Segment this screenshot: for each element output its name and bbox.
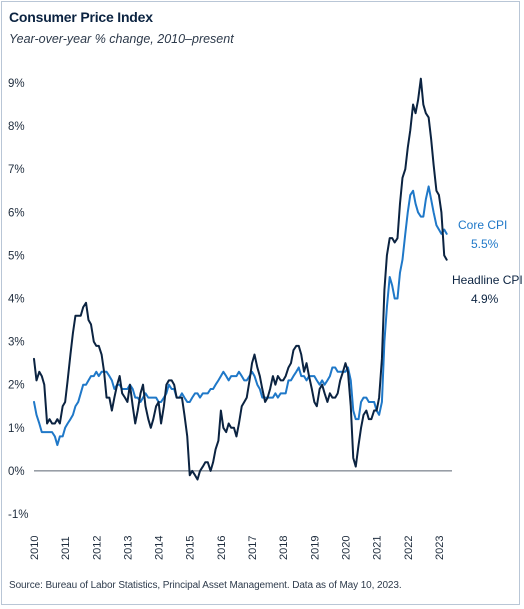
core-cpi-last-value: 5.5%	[471, 237, 499, 251]
x-tick-label: 2023	[434, 536, 446, 560]
x-tick-label: 2018	[278, 536, 290, 560]
x-tick-label: 2011	[60, 536, 72, 560]
series-lines	[33, 77, 448, 481]
core-cpi-line	[33, 185, 448, 447]
core-cpi-series-name: Core CPI	[458, 218, 507, 232]
x-tick-label: 2021	[372, 536, 384, 560]
headline-cpi-series-name: Headline CPI	[452, 273, 523, 287]
x-tick-label: 2017	[247, 536, 259, 560]
x-tick-label: 2019	[309, 536, 321, 560]
x-axis: 2010 2011 2012 2013 2014 2015 2016 2017 2018 2019…	[29, 536, 446, 560]
headline-cpi-last-value: 4.9%	[471, 292, 499, 306]
source-note: Source: Bureau of Labor Statistics, Prin…	[9, 580, 402, 591]
chart-subtitle: Year-over-year % change, 2010–present	[9, 32, 234, 46]
y-tick-label: 1%	[8, 423, 25, 435]
x-tick-label: 2016	[216, 536, 228, 560]
y-tick-label: 9%	[8, 78, 25, 90]
x-tick-label: 2022	[403, 536, 415, 560]
chart-title: Consumer Price Index	[9, 9, 153, 25]
y-tick-label: 6%	[8, 207, 25, 219]
x-tick-label: 2012	[91, 536, 103, 560]
headline-cpi-line	[33, 77, 448, 481]
x-tick-label: 2015	[185, 536, 197, 560]
y-tick-label: 8%	[8, 121, 25, 133]
x-tick-label: 2013	[122, 536, 134, 560]
y-tick-label: 0%	[8, 466, 25, 478]
y-tick-label: 3%	[8, 337, 25, 349]
x-tick-label: 2014	[154, 536, 166, 560]
x-tick-label: 2010	[29, 536, 41, 560]
y-tick-label: 4%	[8, 294, 25, 306]
x-tick-label: 2020	[340, 536, 352, 560]
y-tick-label: 7%	[8, 164, 25, 176]
y-tick-label: 2%	[8, 380, 25, 392]
series-end-labels: Core CPI 5.5% Headline CPI 4.9%	[452, 218, 523, 306]
y-axis: -1% 0% 1% 2% 3% 4% 5% 6% 7% 8% 9%	[8, 78, 28, 521]
y-tick-label: -1%	[8, 509, 28, 521]
y-tick-label: 5%	[8, 250, 25, 262]
